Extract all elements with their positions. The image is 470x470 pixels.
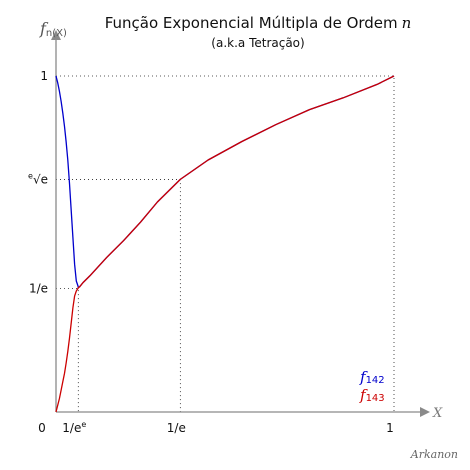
series-curves <box>56 76 394 412</box>
credit-text: Arkanon <box>410 448 458 461</box>
chart-subtitle: (a.k.a Tetração) <box>211 36 304 50</box>
legend-entry-143: f143 <box>359 386 385 404</box>
x-tick-label-1: 1/ee <box>62 420 86 435</box>
y-axis-label: fn(X) <box>39 19 67 39</box>
x-tick-label-0: 0 <box>38 421 46 435</box>
x-axis-arrow <box>420 407 430 417</box>
x-tick-label-2: 1/e <box>167 421 186 435</box>
guide-line-2 <box>56 288 78 412</box>
chart-title: Função Exponencial Múltipla de Ordem n <box>105 14 412 32</box>
y-tick-label-1: e√e <box>28 171 48 186</box>
legend-entry-142: f142 <box>359 368 385 386</box>
tick-labels: 0 1/ee 1/e 1 1/e e√e 1 <box>28 69 394 435</box>
y-tick-label-0: 1/e <box>29 281 48 295</box>
series-line-143 <box>56 76 394 412</box>
guide-line-0 <box>56 76 394 412</box>
y-tick-label-2: 1 <box>40 69 48 83</box>
guide-lines <box>56 76 394 412</box>
x-axis-label: X <box>432 406 443 421</box>
series-line-142 <box>56 76 394 288</box>
x-tick-label-3: 1 <box>386 421 394 435</box>
